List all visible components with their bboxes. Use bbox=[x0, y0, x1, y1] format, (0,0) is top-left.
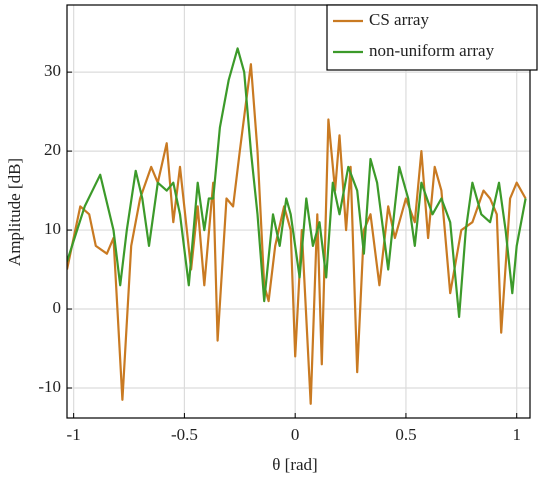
legend-box bbox=[326, 4, 538, 71]
legend-label: non-uniform array bbox=[369, 41, 495, 60]
x-tick-label: -1 bbox=[67, 425, 81, 444]
y-tick-label: -10 bbox=[38, 377, 61, 396]
y-tick-label: 10 bbox=[44, 219, 61, 238]
x-tick-label: 1 bbox=[512, 425, 521, 444]
x-tick-label: -0.5 bbox=[171, 425, 198, 444]
y-tick-label: 0 bbox=[53, 298, 62, 317]
series-line bbox=[67, 63, 527, 405]
y-tick-label: 30 bbox=[44, 61, 61, 80]
x-axis-label: θ [rad] bbox=[272, 455, 317, 474]
y-axis-label: Amplitude [dB] bbox=[5, 158, 24, 266]
y-tick-label: 20 bbox=[44, 140, 61, 159]
x-tick-label: 0.5 bbox=[395, 425, 416, 444]
legend-label: CS array bbox=[369, 10, 429, 29]
series-line bbox=[67, 47, 527, 318]
plot-frame bbox=[66, 4, 531, 419]
x-tick-label: 0 bbox=[291, 425, 300, 444]
